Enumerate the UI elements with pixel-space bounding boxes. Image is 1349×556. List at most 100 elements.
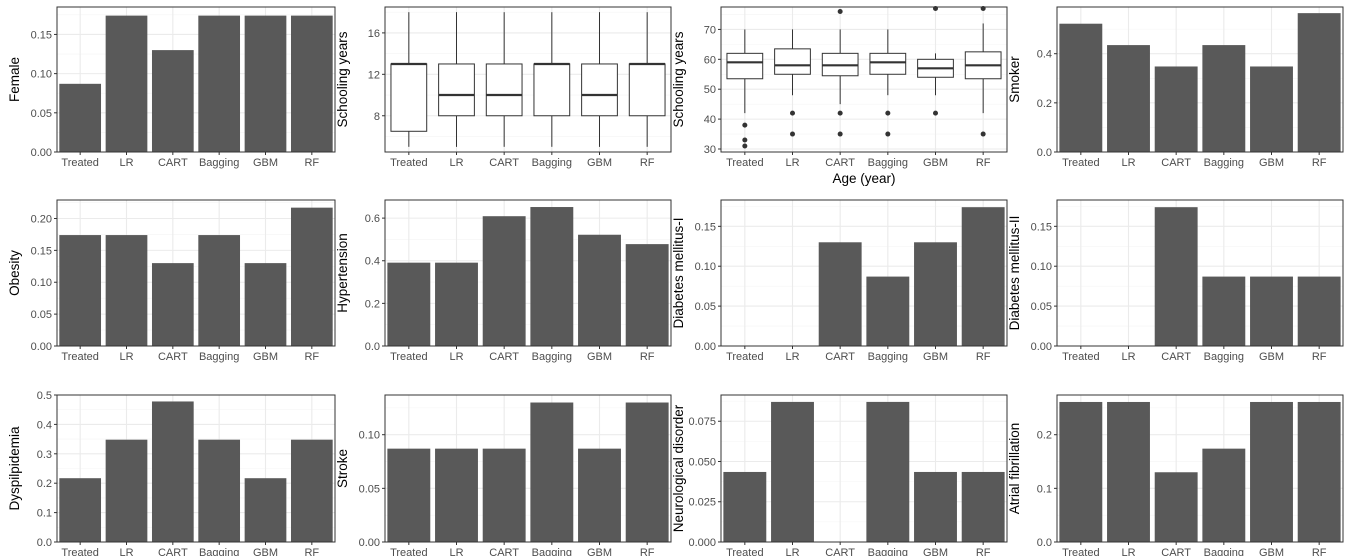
bar-bagging: [530, 207, 574, 346]
y-tick-label: 0.0: [37, 537, 52, 549]
y-tick-label: 0.20: [31, 213, 52, 225]
y-axis-label: Atrial fibrillation: [1007, 423, 1022, 515]
bar-bagging: [1202, 448, 1246, 542]
bar-rf: [961, 471, 1005, 542]
x-tick-label: RF: [640, 547, 655, 556]
bar-cart: [1154, 66, 1198, 152]
x-tick-label: GBM: [1259, 351, 1284, 363]
box-body: [390, 63, 428, 132]
y-tick-label: 0.10: [695, 261, 716, 273]
x-tick-label: GBM: [253, 157, 278, 169]
bar-bagging: [198, 15, 241, 152]
box-cart: [821, 8, 859, 137]
panel-border: [1056, 6, 1344, 153]
panel-background: [721, 7, 1007, 152]
y-tick-label: 0.05: [31, 108, 52, 120]
bar-lr: [771, 401, 814, 542]
panel-6: 0.0 0.2 0.4 0.6 Treated LR CART Bagging GBM RF Hyp…: [335, 199, 672, 363]
bar-lr: [435, 262, 478, 346]
bar-lr: [1107, 45, 1150, 153]
y-tick-label: 0.000: [688, 537, 716, 549]
outlier-point: [885, 131, 891, 137]
panel-background: [385, 7, 671, 152]
box-rf: [628, 12, 666, 147]
panel-border: [384, 199, 672, 347]
y-tick-label: 0.2: [365, 298, 380, 310]
panel-background: [57, 7, 335, 152]
x-tick-label: Treated: [61, 351, 99, 363]
x-tick-label: RF: [304, 351, 319, 363]
x-tick-label: Bagging: [532, 547, 572, 556]
x-tick-label: RF: [1312, 351, 1327, 363]
x-tick-label: Treated: [1062, 547, 1100, 556]
panel-background: [721, 395, 1007, 542]
bar-gbm: [244, 478, 287, 542]
panel-12: 0.0 0.1 0.2 Treated LR CART Bagging GBM RF Atrial…: [1007, 394, 1344, 556]
x-tick-label: CART: [1161, 351, 1191, 363]
bar-bagging: [198, 235, 241, 346]
x-tick-label: Bagging: [532, 351, 572, 363]
bar-rf: [1297, 13, 1341, 152]
bar-cart: [151, 401, 194, 542]
x-tick-label: GBM: [253, 351, 278, 363]
y-tick-label: 0.075: [688, 416, 716, 428]
y-tick-label: 50: [704, 84, 716, 96]
x-tick-label: GBM: [923, 547, 948, 556]
panel-9: 0.0 0.1 0.2 0.3 0.4 0.5 Treated LR CART Bagging GB…: [7, 390, 336, 556]
y-axis-label: Stroke: [335, 449, 350, 488]
y-tick-label: 16: [368, 28, 380, 40]
y-axis-label: Hypertension: [335, 233, 350, 313]
x-tick-label: CART: [158, 547, 188, 556]
bar-bagging: [866, 401, 910, 542]
x-tick-label: Treated: [1062, 157, 1100, 169]
x-tick-label: CART: [489, 157, 519, 169]
box-body: [628, 63, 666, 117]
y-tick-label: 0.2: [1037, 98, 1052, 110]
bar-cart: [1154, 472, 1198, 542]
y-tick-label: 30: [704, 144, 716, 156]
bar-bagging: [866, 276, 910, 346]
panel-border: [720, 199, 1008, 347]
y-tick-label: 0.0: [1037, 537, 1052, 549]
bar-treated: [723, 471, 767, 542]
box-rf: [964, 5, 1002, 137]
y-tick-label: 0.2: [1037, 430, 1052, 442]
x-axis-label: Age (year): [832, 171, 895, 186]
box-body: [726, 52, 764, 80]
y-tick-label: 12: [368, 69, 380, 81]
panel-border: [720, 6, 1008, 153]
x-tick-label: RF: [640, 351, 655, 363]
x-tick-label: Treated: [1062, 351, 1100, 363]
x-tick-label: RF: [304, 547, 319, 556]
y-tick-label: 0.3: [37, 449, 52, 461]
x-tick-label: CART: [1161, 157, 1191, 169]
bar-gbm: [1250, 401, 1293, 542]
y-tick-label: 0.15: [1031, 221, 1052, 233]
x-tick-label: LR: [1121, 351, 1135, 363]
y-tick-label: 0.10: [31, 69, 52, 81]
x-tick-label: LR: [449, 157, 463, 169]
panel-background: [1057, 200, 1343, 346]
x-tick-label: GBM: [1259, 547, 1284, 556]
panel-10: 0.00 0.05 0.10 Treated LR CART Bagging GBM RF Str…: [335, 394, 672, 556]
x-tick-label: LR: [119, 547, 133, 556]
x-tick-label: Treated: [61, 157, 99, 169]
y-tick-label: 0.5: [37, 390, 52, 402]
outlier-point: [933, 110, 938, 116]
x-tick-label: Bagging: [199, 547, 239, 556]
bar-lr: [1107, 401, 1150, 542]
x-tick-label: CART: [489, 547, 519, 556]
y-tick-label: 0.15: [695, 221, 716, 233]
x-tick-label: Bagging: [199, 351, 239, 363]
y-tick-label: 0.0: [1037, 147, 1052, 159]
panel-background: [57, 200, 335, 346]
panel-border: [56, 6, 336, 153]
y-tick-label: 0.10: [1031, 261, 1052, 273]
panel-border: [56, 199, 336, 347]
y-tick-label: 0.0: [365, 341, 380, 353]
x-tick-label: LR: [1121, 547, 1135, 556]
bar-treated: [387, 262, 431, 346]
x-tick-label: Bagging: [199, 157, 239, 169]
x-tick-label: Bagging: [868, 351, 908, 363]
y-tick-label: 0.10: [359, 430, 380, 442]
